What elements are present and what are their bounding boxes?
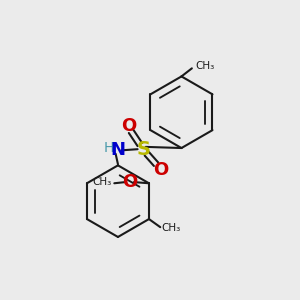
Text: CH₃: CH₃: [161, 223, 181, 233]
Text: S: S: [136, 140, 150, 159]
Text: O: O: [121, 117, 136, 135]
Text: CH₃: CH₃: [195, 61, 214, 71]
Text: H: H: [104, 141, 114, 154]
Text: O: O: [153, 161, 168, 179]
Text: O: O: [122, 172, 137, 190]
Text: N: N: [110, 141, 125, 159]
Text: CH₃: CH₃: [93, 177, 112, 187]
